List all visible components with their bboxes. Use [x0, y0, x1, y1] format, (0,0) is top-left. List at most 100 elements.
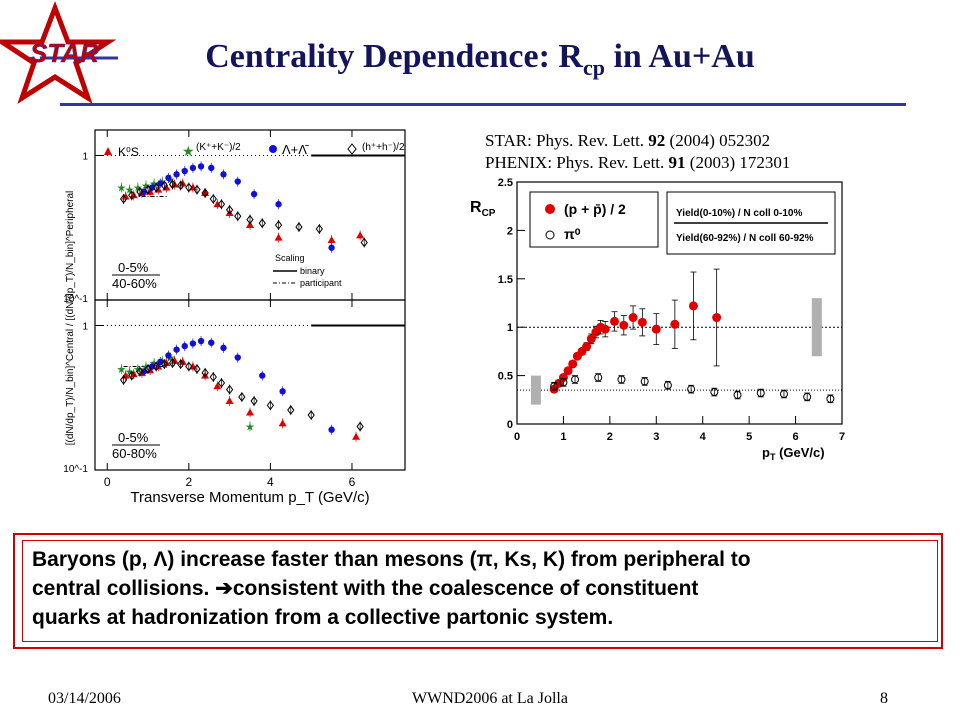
data-point: [733, 390, 742, 399]
data-point: [160, 180, 168, 191]
data-point: [168, 179, 177, 190]
data-point: [637, 317, 647, 327]
data-point: [189, 340, 197, 347]
data-point: [217, 199, 226, 210]
data-point: [550, 382, 559, 391]
data-point: [234, 354, 241, 361]
legend-lambda-marker: [269, 145, 277, 153]
x-tick-label: 4: [700, 431, 707, 443]
legend-scaling-title: Scaling: [275, 253, 305, 263]
data-point: [144, 364, 152, 374]
data-point: [225, 205, 234, 215]
x-tick-label: 3: [653, 431, 659, 443]
data-point: [217, 378, 226, 388]
legend-pi0-label: π⁰: [564, 226, 581, 242]
data-point: [582, 342, 592, 352]
star-legend: K⁰S ★ (K⁺+K⁻)/2 Λ+Λ̄ (h⁺+h⁻)/2 Scaling b…: [104, 142, 405, 288]
data-point: [177, 359, 185, 369]
bottom-panel-frame: [94, 299, 406, 471]
data-point: [688, 301, 698, 311]
data-point: [225, 397, 234, 405]
page-title: Centrality Dependence: Rcp in Au+Au: [205, 38, 755, 80]
data-point: [119, 375, 128, 385]
star-axes: 0 2 4 6 1 10^-1 1 10^-1: [63, 151, 355, 489]
data-point: [559, 378, 568, 387]
footer-event: WWND2006 at La Jolla: [412, 690, 568, 707]
data-point: [144, 184, 152, 195]
legend-p-label: (p + p̄) / 2: [564, 201, 626, 217]
data-point: [201, 368, 209, 378]
phenix-legend: (p + p̄) / 2 π⁰ Yield(0-10%) / N coll 0-…: [529, 191, 836, 255]
data-point: [234, 178, 241, 185]
legend-k0s-marker: [104, 147, 112, 155]
bottom-panel: ★★★★★★★★: [95, 300, 405, 471]
data-point: [258, 218, 266, 229]
phenix-rcp-chart: 0 1 2 3 4 5 6 7 0.5 1 1.5 2 2.5 0 RCP pT (GeV/c) (p +…: [470, 177, 845, 462]
data-point: [712, 313, 722, 323]
y-tick-label: 0.5: [498, 371, 513, 383]
y-tick-label: 2: [507, 225, 513, 237]
data-point: [274, 220, 283, 230]
data-point: [209, 372, 217, 382]
phenix-x-axis-label: pT (GeV/c): [762, 445, 825, 462]
star-x-axis-label: Transverse Momentum p_T (GeV/c): [130, 489, 369, 506]
data-point: [274, 233, 283, 241]
data-point: [220, 344, 227, 352]
data-point: [197, 337, 205, 345]
data-point: [619, 320, 629, 330]
formula-numerator: Yield(0-10%) / N coll 0-10%: [676, 208, 802, 219]
summary-line-2: central collisions. ➔consistent with the…: [32, 577, 699, 600]
data-point: [328, 426, 335, 433]
data-point: [610, 316, 619, 326]
data-point: [586, 334, 596, 344]
y-tick-label: 1.5: [498, 274, 513, 286]
data-point: [628, 313, 638, 323]
summary-line-1: Baryons (p, Λ) increase faster than meso…: [32, 548, 751, 571]
data-point: [278, 419, 287, 427]
data-point: [315, 224, 323, 234]
data-point: ★: [125, 367, 135, 379]
x-tick-label: 0: [104, 475, 111, 489]
x-tick-label: 7: [839, 431, 845, 443]
data-point: [197, 163, 205, 170]
data-point: [213, 382, 222, 390]
data-point: [779, 389, 788, 398]
data-point: [152, 361, 160, 372]
data-point: [181, 342, 188, 350]
legend-pi0-marker: [545, 230, 555, 240]
data-point: [328, 244, 335, 251]
data-point: [208, 164, 215, 172]
data-point: [173, 346, 180, 353]
data-point: [640, 377, 649, 386]
data-point: ★: [165, 353, 175, 365]
data-point: [687, 385, 696, 394]
data-point: [250, 396, 258, 406]
legend-h-marker: [347, 143, 357, 155]
data-point: [119, 194, 128, 204]
x-tick-label: 2: [185, 475, 192, 489]
data-point: [670, 319, 680, 329]
data-point: [246, 408, 254, 416]
bottom-centrality-num: 0-5%: [118, 430, 149, 445]
footer-date: 03/14/2006: [48, 690, 121, 707]
phenix-reference: PHENIX: Phys. Rev. Lett. 91 (2003) 17230…: [485, 153, 791, 172]
x-tick-label: 4: [267, 475, 274, 489]
legend-kpm-marker: ★: [182, 143, 195, 159]
data-point: [201, 188, 209, 198]
data-point: ★: [117, 183, 127, 195]
top-centrality-den: 40-60%: [112, 276, 157, 291]
data-point: [208, 339, 215, 346]
data-point: [173, 171, 180, 178]
data-point: [279, 388, 286, 395]
phenix-y-axis-label: RCP: [470, 199, 496, 219]
star-y-axis-label: [(dN/dp_T)/N_bin]^Central / [(dN/dp_T)/N…: [65, 191, 76, 446]
data-point: [234, 211, 242, 222]
data-point: [193, 364, 201, 374]
y-tick-label: 1: [507, 322, 513, 334]
npart-systematic-band: [530, 375, 541, 405]
y-tick-label: 0: [507, 419, 513, 431]
data-point: [152, 182, 160, 193]
star-logo: STAR: [0, 0, 118, 104]
footer-page: 8: [880, 690, 888, 707]
